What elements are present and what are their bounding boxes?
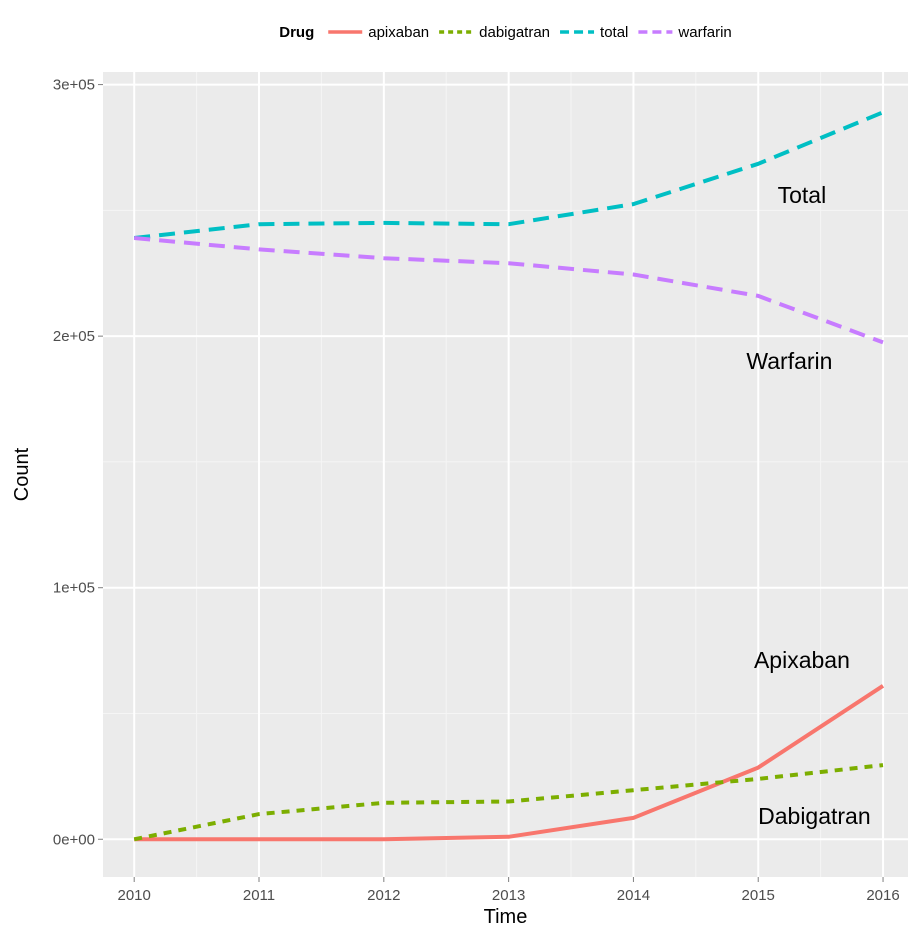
legend-label-warfarin: warfarin bbox=[677, 24, 731, 41]
y-axis-title: Count bbox=[11, 447, 33, 501]
x-tick-label: 2015 bbox=[742, 887, 775, 904]
y-tick-label: 1e+05 bbox=[53, 580, 95, 597]
grid-major bbox=[103, 72, 908, 877]
legend-item-apixaban: apixaban bbox=[328, 24, 429, 41]
x-axis-title: Time bbox=[484, 906, 528, 928]
legend-item-dabigatran: dabigatran bbox=[439, 24, 550, 41]
legend-title: Drug bbox=[279, 24, 314, 41]
plot-panel bbox=[103, 72, 908, 877]
y-tick-label: 2e+05 bbox=[53, 328, 95, 345]
legend-label-dabigatran: dabigatran bbox=[479, 24, 550, 41]
legend: Drug apixaban dabigatran total warfarin bbox=[279, 24, 732, 41]
grid-minor bbox=[103, 72, 908, 877]
annotations: Total Warfarin Apixaban Dabigatran bbox=[746, 182, 870, 829]
legend-label-total: total bbox=[600, 24, 628, 41]
x-tick-label: 2011 bbox=[243, 887, 275, 904]
y-tick-label: 0e+00 bbox=[53, 831, 95, 848]
x-axis: 2010 2011 2012 2013 2014 2015 2016 bbox=[118, 877, 900, 904]
x-tick-label: 2013 bbox=[492, 887, 525, 904]
series-line-warfarin bbox=[134, 236, 884, 345]
y-tick-label: 3e+05 bbox=[53, 77, 95, 94]
annotation-total: Total bbox=[778, 182, 827, 208]
legend-item-total: total bbox=[560, 24, 628, 41]
annotation-dabigatran: Dabigatran bbox=[758, 803, 871, 829]
x-tick-label: 2010 bbox=[118, 887, 151, 904]
series-line-dabigatran bbox=[133, 763, 884, 842]
series-line-total bbox=[133, 110, 884, 240]
x-tick-label: 2012 bbox=[367, 887, 400, 904]
x-tick-label: 2016 bbox=[866, 887, 899, 904]
y-axis: 0e+00 1e+05 2e+05 3e+05 bbox=[53, 77, 103, 848]
legend-label-apixaban: apixaban bbox=[368, 24, 429, 41]
series-lines bbox=[133, 110, 885, 842]
annotation-apixaban: Apixaban bbox=[754, 647, 850, 673]
annotation-warfarin: Warfarin bbox=[746, 348, 832, 374]
series-line-apixaban bbox=[134, 684, 885, 842]
x-tick-label: 2014 bbox=[617, 887, 650, 904]
legend-item-warfarin: warfarin bbox=[638, 24, 732, 41]
